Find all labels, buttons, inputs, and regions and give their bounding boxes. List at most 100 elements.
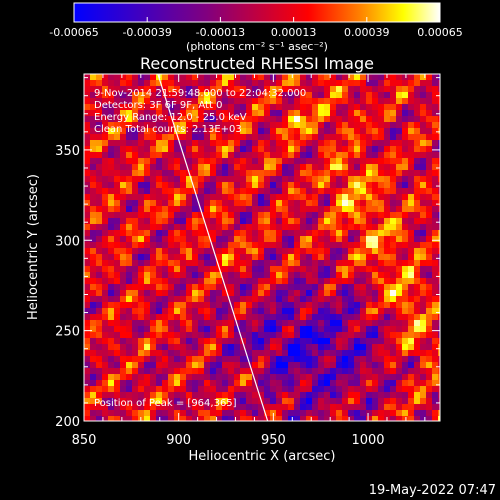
heatmap-cell [384, 128, 391, 135]
heatmap-cell [384, 398, 391, 405]
heatmap-cell [336, 338, 343, 345]
heatmap-cell [162, 224, 169, 231]
heatmap-cell [360, 326, 367, 333]
heatmap-cell [96, 134, 103, 141]
heatmap-cell [264, 236, 271, 243]
heatmap-cell [306, 206, 313, 213]
heatmap-cell [396, 326, 403, 333]
heatmap-cell [108, 314, 115, 321]
heatmap-cell [282, 104, 289, 111]
heatmap-cell [432, 350, 439, 357]
heatmap-cell [228, 404, 235, 411]
heatmap-cell [126, 272, 133, 279]
heatmap-cell [168, 302, 175, 309]
heatmap-cell [306, 272, 313, 279]
heatmap-cell [300, 122, 307, 129]
heatmap-cell [414, 212, 421, 219]
heatmap-cell [342, 302, 349, 309]
heatmap-cell [228, 284, 235, 291]
heatmap-cell [186, 182, 193, 189]
heatmap-cell [204, 98, 211, 105]
heatmap-cell [366, 194, 373, 201]
heatmap-cell [288, 206, 295, 213]
heatmap-cell [198, 194, 205, 201]
heatmap-cell [300, 158, 307, 165]
heatmap-cell [114, 362, 121, 369]
heatmap-cell [258, 242, 265, 249]
heatmap-cell [114, 410, 121, 417]
heatmap-cell [198, 416, 205, 421]
heatmap-cell [420, 176, 427, 183]
heatmap-cell [162, 74, 169, 81]
heatmap-cell [126, 368, 133, 375]
heatmap-cell [294, 398, 301, 405]
heatmap-cell [138, 230, 145, 237]
heatmap-cell [336, 92, 343, 99]
heatmap-cell [336, 248, 343, 255]
heatmap-cell [174, 290, 181, 297]
heatmap-cell [366, 350, 373, 357]
heatmap-cell [258, 410, 265, 417]
heatmap-cell [282, 368, 289, 375]
heatmap-cell [336, 416, 343, 421]
heatmap-cell [96, 296, 103, 303]
heatmap-cell [414, 326, 421, 333]
heatmap-cell [192, 356, 199, 363]
heatmap-cell [312, 308, 319, 315]
heatmap-cell [222, 128, 229, 135]
heatmap-cell [186, 380, 193, 387]
heatmap-cell [390, 350, 397, 357]
heatmap-cell [276, 368, 283, 375]
heatmap-cell [228, 272, 235, 279]
heatmap-cell [264, 242, 271, 249]
heatmap-cell [282, 218, 289, 225]
heatmap-cell [294, 146, 301, 153]
heatmap-cell [276, 212, 283, 219]
heatmap-cell [402, 98, 409, 105]
heatmap-cell [114, 320, 121, 327]
heatmap-cell [186, 404, 193, 411]
heatmap-cell [204, 404, 211, 411]
heatmap-cell [402, 386, 409, 393]
heatmap-cell [222, 266, 229, 273]
heatmap-cell [354, 200, 361, 207]
heatmap-cell [90, 230, 97, 237]
heatmap-cell [126, 176, 133, 183]
heatmap-cell [294, 356, 301, 363]
heatmap-cell [270, 116, 277, 123]
heatmap-cell [360, 266, 367, 273]
heatmap-cell [90, 158, 97, 165]
heatmap-cell [384, 332, 391, 339]
heatmap-cell [228, 374, 235, 381]
heatmap-cell [282, 110, 289, 117]
heatmap-cell [228, 392, 235, 399]
heatmap-cell [354, 236, 361, 243]
heatmap-cell [174, 170, 181, 177]
heatmap-cell [420, 230, 427, 237]
heatmap-cell [126, 188, 133, 195]
heatmap-cell [282, 194, 289, 201]
heatmap-cell [354, 416, 361, 421]
heatmap-cell [150, 170, 157, 177]
heatmap-cell [138, 146, 145, 153]
heatmap-cell [270, 338, 277, 345]
heatmap-cell [318, 272, 325, 279]
heatmap-cell [432, 218, 439, 225]
heatmap-cell [90, 242, 97, 249]
heatmap-cell [96, 350, 103, 357]
heatmap-cell [264, 92, 271, 99]
heatmap-cell [240, 116, 247, 123]
heatmap-cell [438, 146, 440, 153]
heatmap-cell [174, 188, 181, 195]
heatmap-cell [342, 320, 349, 327]
heatmap-cell [306, 188, 313, 195]
heatmap-cell [276, 170, 283, 177]
heatmap-cell [84, 218, 91, 225]
heatmap-cell [408, 128, 415, 135]
heatmap-cell [204, 152, 211, 159]
heatmap-cell [216, 194, 223, 201]
heatmap-cell [330, 164, 337, 171]
heatmap-cell [438, 392, 440, 399]
heatmap-cell [366, 404, 373, 411]
heatmap-cell [306, 128, 313, 135]
